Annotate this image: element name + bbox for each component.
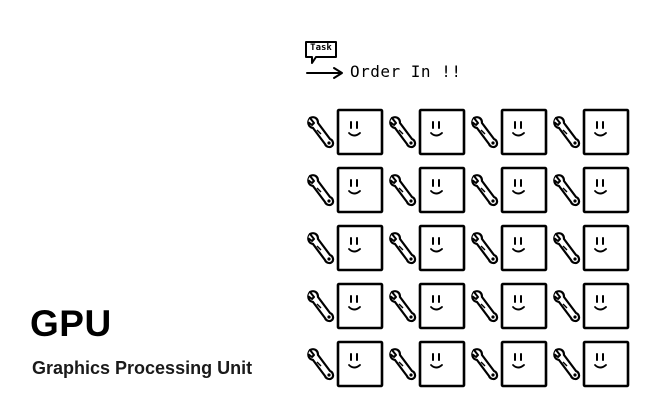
gpu-core-cell [551,106,633,162]
smiley-box-icon [418,282,466,330]
gpu-core-cell [305,222,387,278]
wrench-icon [305,172,337,212]
page-subtitle: Graphics Processing Unit [32,358,253,378]
gpu-core-cell [305,106,387,162]
smiley-box-icon [336,224,384,272]
smiley-box-icon [336,282,384,330]
wrench-icon [551,114,583,154]
wrench-icon [551,288,583,328]
wrench-icon [305,114,337,154]
smiley-box-icon [582,282,630,330]
gpu-core-cell [469,164,551,220]
wrench-icon [387,230,419,270]
wrench-icon [469,346,501,386]
smiley-box-icon [582,340,630,388]
gpu-core-cell [551,280,633,336]
smiley-box-icon [418,340,466,388]
wrench-icon [551,172,583,212]
wrench-icon [387,288,419,328]
smiley-box-icon [582,108,630,156]
gpu-core-cell [387,280,469,336]
wrench-icon [387,346,419,386]
wrench-icon [551,230,583,270]
smiley-box-icon [500,282,548,330]
smiley-box-icon [336,166,384,214]
gpu-core-cell [305,338,387,394]
smiley-box-icon [582,166,630,214]
smiley-box-icon [418,166,466,214]
wrench-icon [305,346,337,386]
wrench-icon [469,172,501,212]
task-note-icon [305,41,337,64]
task-label: Task [310,43,332,53]
gpu-core-cell [387,338,469,394]
gpu-core-cell [387,164,469,220]
wrench-icon [305,230,337,270]
gpu-core-grid [305,106,635,396]
gpu-core-cell [551,164,633,220]
gpu-core-cell [551,222,633,278]
gpu-core-cell [387,106,469,162]
page-title: GPU [30,303,112,344]
wrench-icon [387,114,419,154]
gpu-core-cell [469,338,551,394]
gpu-core-cell [305,164,387,220]
gpu-core-cell [387,222,469,278]
wrench-icon [469,288,501,328]
smiley-box-icon [418,224,466,272]
smiley-box-icon [500,224,548,272]
smiley-box-icon [500,166,548,214]
smiley-box-icon [582,224,630,272]
gpu-core-cell [305,280,387,336]
smiley-box-icon [336,108,384,156]
smiley-box-icon [500,108,548,156]
smiley-box-icon [500,340,548,388]
gpu-core-cell [469,222,551,278]
order-in-text: Order In !! [350,62,462,81]
wrench-icon [305,288,337,328]
gpu-core-cell [469,106,551,162]
arrow-right-icon [306,67,343,79]
smiley-box-icon [336,340,384,388]
wrench-icon [551,346,583,386]
wrench-icon [387,172,419,212]
gpu-core-cell [469,280,551,336]
gpu-core-cell [551,338,633,394]
smiley-box-icon [418,108,466,156]
wrench-icon [469,230,501,270]
wrench-icon [469,114,501,154]
